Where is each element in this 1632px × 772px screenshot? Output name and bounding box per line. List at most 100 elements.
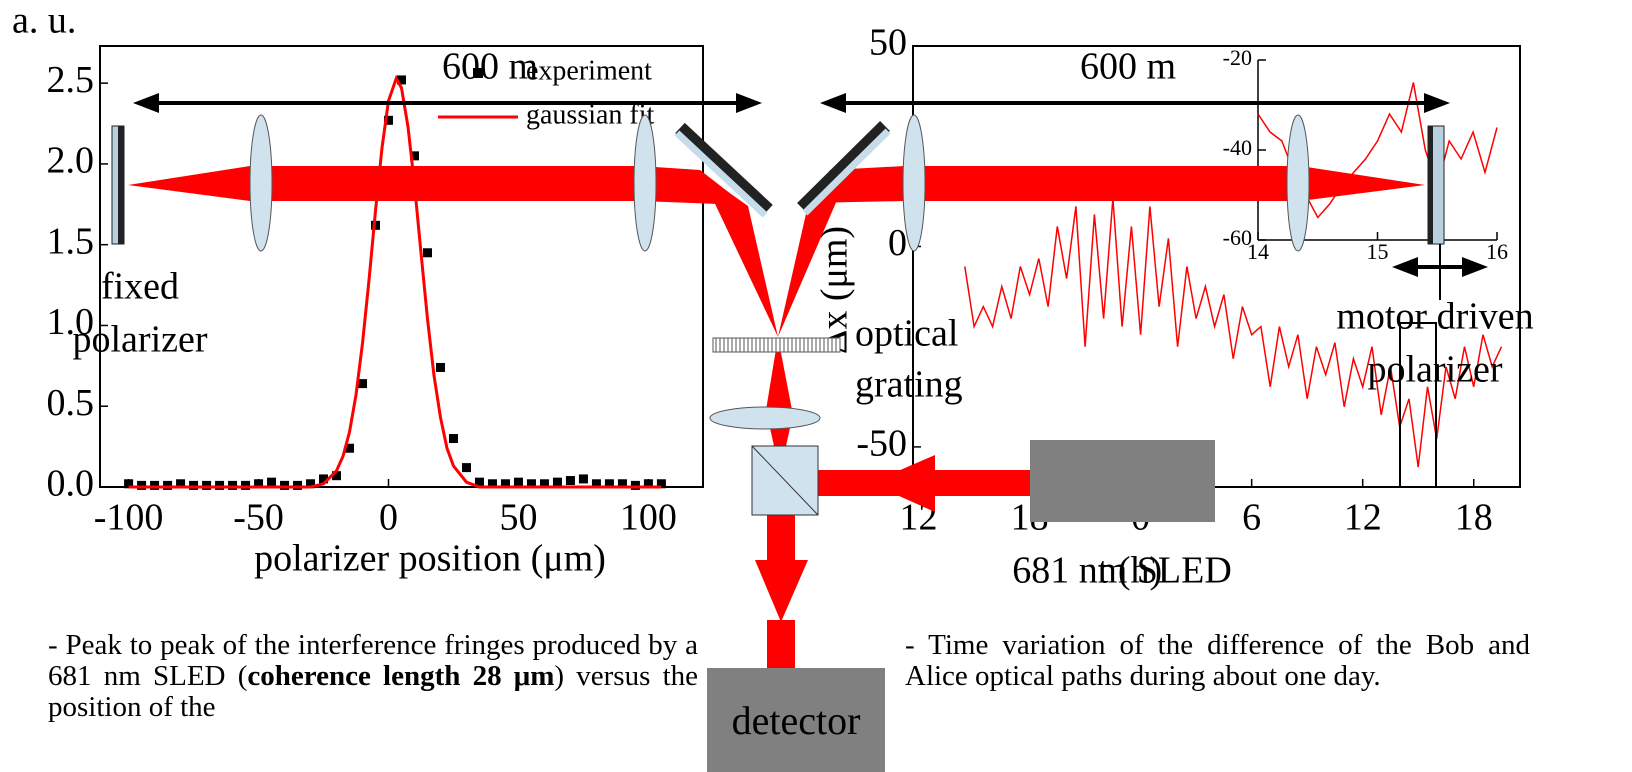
x-tick-label: 12 [1344,497,1382,539]
beam [767,515,795,560]
distance-arrow-head [133,93,159,113]
component-label: polarizer [72,319,207,361]
beam [770,428,790,446]
zoom-box [1399,322,1437,488]
data-point [422,248,432,258]
mirror [797,121,890,213]
caption-left: - Peak to peak of the interference fring… [48,630,698,723]
y-tick-label: 50 [869,22,907,64]
x-tick-label: 0 [379,497,398,539]
y-tick-label: 0.5 [47,382,95,424]
data-line [128,74,662,489]
motion-arrow-head [1462,257,1488,277]
arrow-head [870,455,935,512]
lens [902,114,926,252]
caption-bold: coherence length 28 μm [247,660,555,692]
caption-right: - Time variation of the difference of th… [905,629,1530,692]
beam-splitter-face [751,445,819,516]
y-axis-label: a. u. [12,0,76,42]
lens [709,406,821,430]
data-point [163,480,173,490]
caption-text: - Peak to peak of the interference fring… [48,629,698,692]
data-point [332,471,342,481]
data-point [435,362,445,372]
mirror-back [118,126,124,244]
data-point [630,480,640,490]
component-label: polarizer [1367,349,1502,391]
y-tick-label: 1.5 [47,220,95,262]
data-point [293,480,303,490]
data-point [241,480,251,490]
distance-arrow-head [820,93,846,113]
arrow-head [755,560,808,622]
data-point [448,434,458,444]
beam [767,620,795,670]
x-tick-label: 14 [1247,239,1269,264]
lens [1286,114,1310,252]
data-point [487,479,497,489]
distance-arrow-head [736,93,762,113]
data-point [617,479,627,489]
data-point [176,479,186,489]
beam [808,166,1425,203]
y-tick-label: -60 [1223,225,1252,250]
motion-arrow-head [1392,257,1418,277]
component-label: 681 nm SLED [1012,550,1232,592]
y-axis-label: Δx (μm) [814,226,856,354]
distance-label: 600 m [442,46,538,88]
component-label: motor driven [1336,296,1533,338]
x-tick-label: -100 [94,497,164,539]
data-point [656,479,666,489]
y-tick-label: -40 [1223,135,1252,160]
data-point [319,474,329,484]
data-point [513,477,523,487]
data-point [539,479,549,489]
x-tick-label: 16 [1486,239,1508,264]
data-point [358,379,368,389]
component-label: grating [855,364,963,406]
beam [128,166,745,205]
data-point [565,476,575,486]
data-point [137,480,147,490]
data-line [964,198,1503,468]
mirror-back [1428,126,1433,244]
data-point [150,480,160,490]
data-point [500,479,510,489]
data-point [306,479,316,489]
beam [778,170,850,337]
data-point [578,474,588,484]
data-point [604,479,614,489]
plot-frame [99,45,704,488]
y-tick-label: -50 [856,423,907,465]
x-tick-label: 18 [1455,497,1493,539]
detector-box: detector [707,668,885,772]
legend-marker [473,68,483,78]
mirror [675,122,773,216]
data-point [409,151,419,161]
component-label: fixed [101,266,179,308]
data-point [461,463,471,473]
x-tick-label: 15 [1367,239,1389,264]
x-tick-label: -50 [233,497,284,539]
x-tick-label: 50 [499,497,537,539]
data-point [267,477,277,487]
y-tick-label: 0.0 [47,463,95,505]
plot-frame [912,45,1521,488]
data-point [280,480,290,490]
data-point [215,480,225,490]
data-point [591,479,601,489]
lens [633,114,657,252]
detector-label: detector [731,697,861,743]
y-tick-label: 1.0 [47,301,95,343]
data-point [474,477,484,487]
mirror [802,128,891,216]
y-tick-label: -20 [1223,45,1252,70]
beam [700,172,778,337]
x-axis-label: t (h) [1098,550,1162,592]
data-point [384,115,394,125]
data-point [643,479,653,489]
data-point [552,477,562,487]
distance-arrow-head [1424,93,1450,113]
